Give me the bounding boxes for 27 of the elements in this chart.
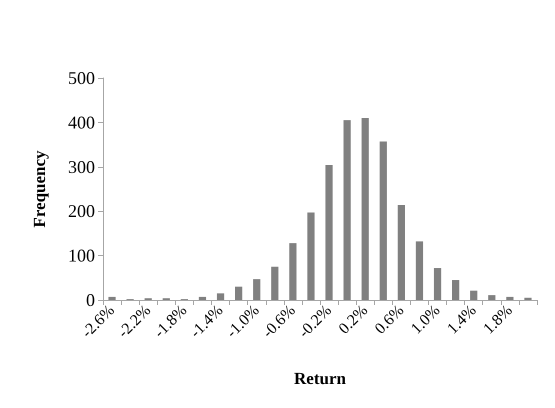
bar (488, 295, 496, 300)
y-tick-label: 200 (68, 201, 95, 222)
bar (452, 280, 460, 300)
bar (235, 286, 242, 300)
bar (289, 243, 296, 300)
bar (307, 212, 315, 300)
y-tick-label: 300 (68, 156, 95, 177)
y-tick-label: 100 (68, 246, 95, 266)
y-tick-label: 0 (86, 290, 95, 310)
y-tick-label: 400 (68, 112, 95, 132)
bar (470, 290, 478, 300)
x-axis-title: Return (294, 369, 347, 388)
bar (416, 241, 424, 300)
bar (198, 296, 206, 300)
y-tick-label: 500 (68, 68, 95, 88)
bar (434, 268, 442, 300)
bar (380, 141, 387, 300)
bar (325, 165, 333, 300)
bar (398, 204, 405, 300)
bar (506, 296, 514, 300)
bar (362, 118, 369, 300)
bar (271, 266, 278, 300)
bar (253, 279, 260, 300)
bar (344, 120, 351, 300)
bar (108, 296, 116, 300)
bar (216, 293, 224, 300)
y-axis-title: Frequency (30, 150, 49, 228)
